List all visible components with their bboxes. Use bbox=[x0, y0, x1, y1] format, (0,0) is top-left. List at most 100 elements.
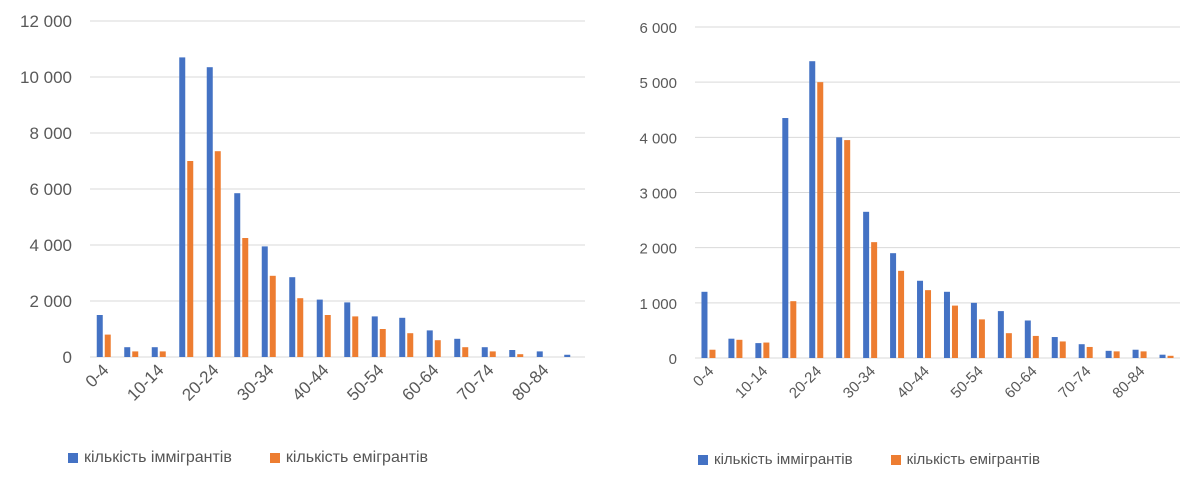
y-tick-label: 12 000 bbox=[20, 12, 72, 31]
chart-right-svg: 0 1 000 2 000 3 000 4 000 5 000 6 000 0-4 10-14 2… bbox=[639, 20, 1180, 402]
bar-immigrants bbox=[701, 291, 708, 358]
x-tick-label: 30-34 bbox=[233, 360, 277, 404]
bar-emigrants bbox=[1032, 335, 1039, 358]
bar-emigrants bbox=[1140, 351, 1147, 358]
x-tick-label: 70-74 bbox=[453, 360, 497, 404]
bar-emigrants bbox=[132, 351, 139, 357]
bar-emigrants bbox=[159, 351, 166, 357]
bar-immigrants bbox=[261, 246, 268, 357]
bar-emigrants bbox=[517, 354, 524, 357]
bar-emigrants bbox=[352, 316, 359, 357]
bar-immigrants bbox=[179, 57, 186, 358]
bar-immigrants bbox=[1159, 354, 1166, 358]
bar-immigrants bbox=[782, 118, 789, 359]
legend-item-emigrants: кількість емігрантів bbox=[269, 449, 429, 467]
chart-left: 0 2 000 4 000 6 000 8 000 10 000 12 000 0-4 10-1… bbox=[20, 12, 585, 467]
legend-swatch-emigrants bbox=[890, 454, 901, 465]
bar-emigrants bbox=[462, 347, 469, 357]
legend-label-emigrants: кількість емігрантів bbox=[906, 451, 1040, 468]
bar-emigrants bbox=[434, 340, 441, 357]
x-tick-label: 10-14 bbox=[732, 363, 771, 402]
bar-emigrants bbox=[709, 349, 716, 358]
legend-label-immigrants: кількість іммігрантів bbox=[84, 449, 232, 466]
bar-emigrants bbox=[790, 301, 797, 358]
bar-immigrants bbox=[454, 338, 461, 357]
bar-immigrants bbox=[371, 316, 378, 357]
y-tick-label: 4 000 bbox=[639, 130, 677, 147]
bar-emigrants bbox=[736, 339, 743, 358]
bar-immigrants bbox=[1105, 350, 1112, 358]
bar-immigrants bbox=[426, 330, 433, 357]
bar-immigrants bbox=[970, 302, 977, 358]
bar-immigrants bbox=[564, 354, 571, 357]
bar-emigrants bbox=[844, 140, 851, 358]
bar-immigrants bbox=[206, 67, 213, 357]
x-tick-label: 40-44 bbox=[288, 360, 332, 404]
y-tick-label: 0 bbox=[63, 348, 72, 367]
legend-left: кількість іммігрантів кількість емігрант… bbox=[68, 449, 428, 467]
bar-emigrants bbox=[187, 161, 194, 357]
bar-immigrants bbox=[536, 351, 543, 357]
bar-emigrants bbox=[104, 334, 111, 357]
bar-emigrants bbox=[1005, 333, 1012, 358]
x-tick-label: 80-84 bbox=[508, 360, 552, 404]
legend-item-immigrants: кількість іммігрантів bbox=[698, 451, 853, 468]
bar-immigrants bbox=[863, 211, 870, 358]
bar-immigrants bbox=[96, 315, 103, 357]
x-tick-label: 40-44 bbox=[894, 363, 933, 402]
x-tick-label: 20-24 bbox=[178, 360, 222, 404]
bar-emigrants bbox=[1086, 346, 1093, 358]
chart-left-svg: 0 2 000 4 000 6 000 8 000 10 000 12 000 0-4 10-1… bbox=[20, 12, 585, 405]
y-tick-label: 0 bbox=[669, 351, 677, 368]
bar-immigrants bbox=[917, 280, 924, 358]
y-tick-label: 4 000 bbox=[29, 236, 72, 255]
bar-emigrants bbox=[489, 351, 496, 357]
bar-immigrants bbox=[997, 311, 1004, 358]
bar-immigrants bbox=[124, 347, 131, 357]
bar-emigrants bbox=[269, 275, 276, 357]
y-tick-label: 10 000 bbox=[20, 68, 72, 87]
bar-immigrants bbox=[755, 343, 762, 358]
y-tick-label: 1 000 bbox=[639, 296, 677, 313]
y-tick-label: 3 000 bbox=[639, 186, 677, 203]
bar-immigrants bbox=[399, 317, 406, 357]
x-tick-label: 10-14 bbox=[123, 360, 167, 404]
bar-emigrants bbox=[763, 342, 770, 358]
bar-immigrants bbox=[1051, 337, 1058, 358]
chart-right: 0 1 000 2 000 3 000 4 000 5 000 6 000 0-4 10-14 2… bbox=[610, 0, 1187, 472]
y-tick-label: 2 000 bbox=[639, 241, 677, 258]
bar-emigrants bbox=[1059, 341, 1066, 358]
legend-label-emigrants: кількість емігрантів bbox=[285, 449, 429, 466]
x-tick-label: 70-74 bbox=[1055, 363, 1094, 402]
bar-immigrants bbox=[289, 277, 296, 357]
bar-emigrants bbox=[407, 333, 414, 357]
x-tick-label: 60-64 bbox=[1001, 363, 1040, 402]
x-tick-label: 0-4 bbox=[82, 360, 113, 391]
bar-immigrants bbox=[1078, 344, 1085, 358]
legend-swatch-immigrants bbox=[68, 453, 78, 463]
legend-label-immigrants: кількість іммігрантів bbox=[714, 451, 853, 468]
bar-emigrants bbox=[242, 238, 249, 357]
x-tick-label: 50-54 bbox=[948, 363, 987, 402]
bar-emigrants bbox=[817, 82, 824, 359]
x-tick-label: 30-34 bbox=[840, 363, 879, 402]
y-tick-label: 2 000 bbox=[29, 292, 72, 311]
legend-swatch-immigrants bbox=[698, 454, 708, 465]
x-tick-label: 80-84 bbox=[1109, 363, 1148, 402]
bar-emigrants bbox=[214, 151, 221, 357]
bar-immigrants bbox=[509, 350, 516, 357]
bar-emigrants bbox=[1113, 351, 1120, 358]
bar-emigrants bbox=[297, 298, 304, 357]
y-tick-label: 8 000 bbox=[29, 124, 72, 143]
bar-immigrants bbox=[943, 291, 950, 358]
bar-immigrants bbox=[890, 253, 897, 358]
bar-emigrants bbox=[324, 315, 331, 357]
bar-emigrants bbox=[871, 242, 878, 358]
x-tick-label: 50-54 bbox=[343, 360, 387, 404]
bar-immigrants bbox=[344, 302, 351, 357]
bar-immigrants bbox=[728, 338, 735, 358]
bar-emigrants bbox=[1167, 355, 1174, 358]
y-tick-label: 6 000 bbox=[639, 20, 677, 37]
y-tick-label: 5 000 bbox=[639, 75, 677, 92]
bar-immigrants bbox=[1132, 349, 1139, 358]
